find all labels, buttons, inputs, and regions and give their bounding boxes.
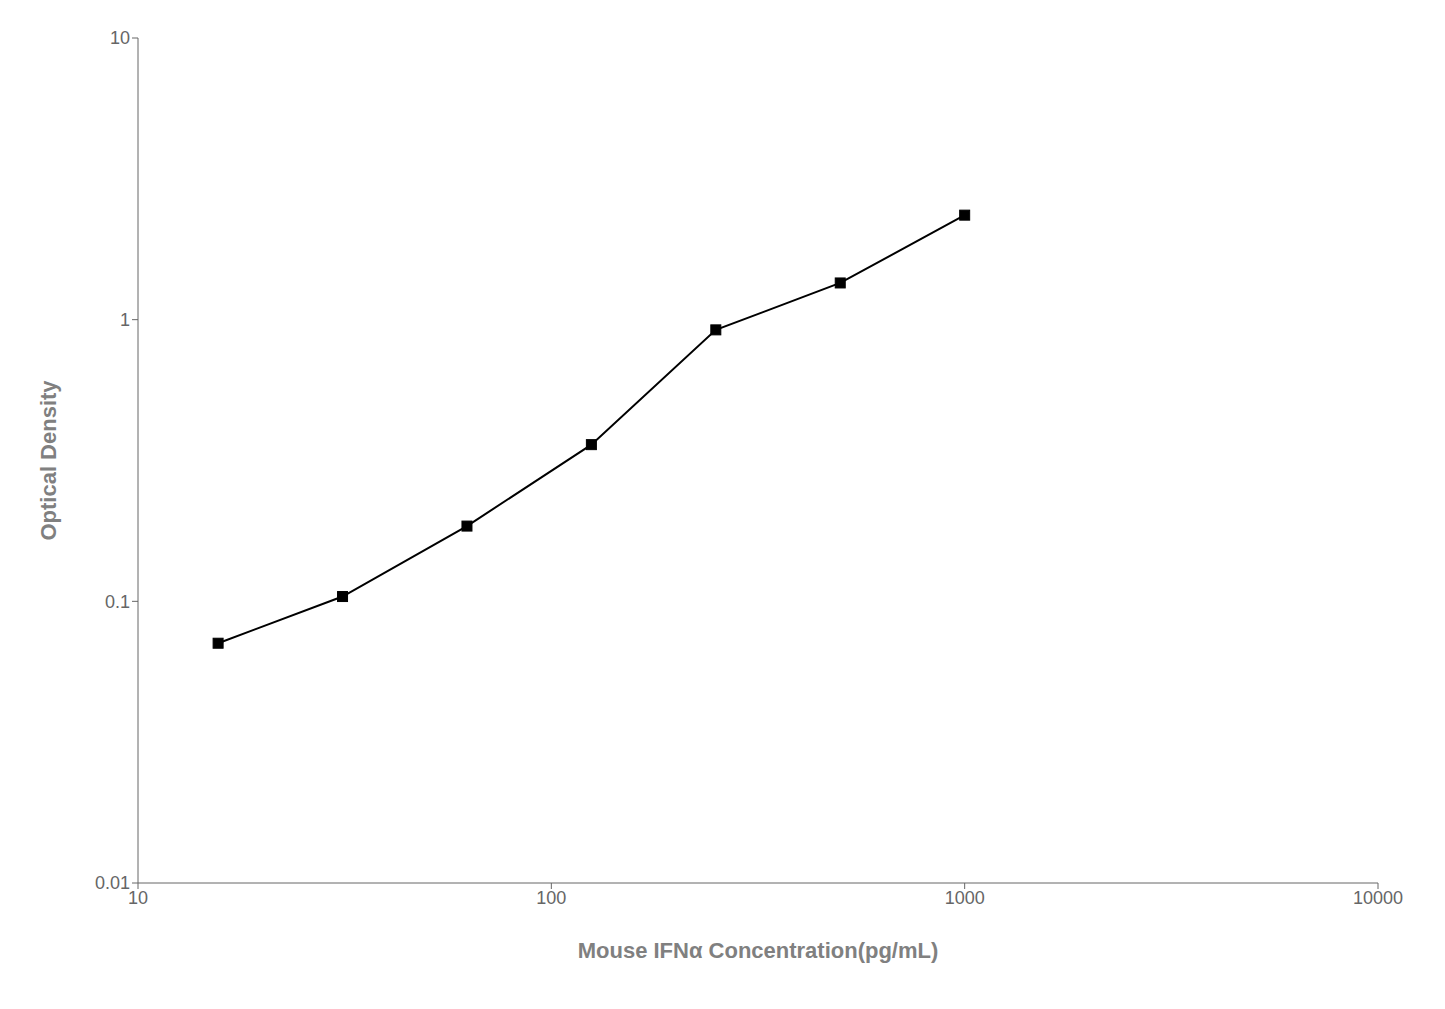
svg-text:1: 1 [120,310,130,330]
svg-text:10: 10 [128,888,148,908]
svg-text:Mouse IFNα Concentration(pg/mL: Mouse IFNα Concentration(pg/mL) [578,938,939,963]
svg-text:10: 10 [110,28,130,48]
svg-text:0.01: 0.01 [95,873,130,893]
svg-text:1000: 1000 [945,888,985,908]
svg-text:100: 100 [536,888,566,908]
svg-text:Optical Density: Optical Density [36,380,61,541]
svg-text:0.1: 0.1 [105,592,130,612]
svg-text:10000: 10000 [1353,888,1403,908]
